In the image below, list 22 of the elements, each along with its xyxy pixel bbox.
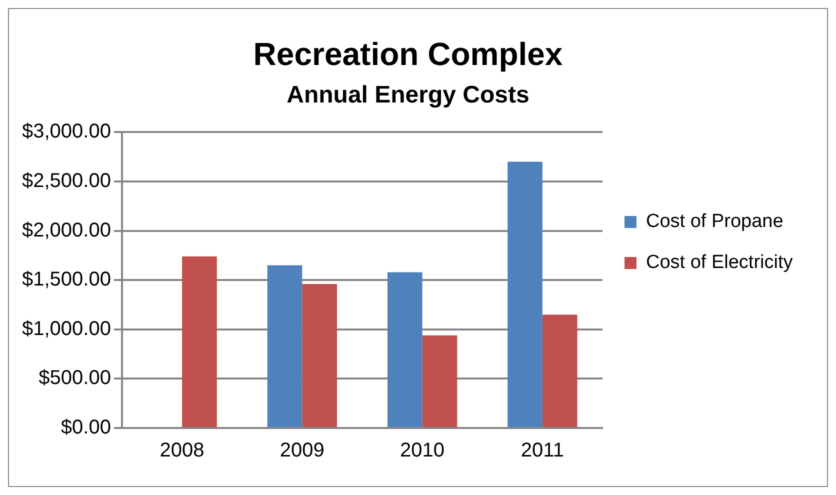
x-tick-label: 2011 bbox=[520, 440, 564, 462]
bar bbox=[182, 256, 217, 427]
y-tick-label: $1,500.00 bbox=[22, 268, 111, 291]
x-tick-label: 2009 bbox=[280, 440, 324, 462]
y-tick-label: $2,500.00 bbox=[22, 170, 111, 192]
bar bbox=[542, 314, 578, 427]
bar bbox=[387, 272, 422, 427]
legend-label: Cost of Electricity bbox=[646, 252, 794, 274]
chart-subtitle: Annual Energy Costs bbox=[286, 81, 530, 108]
y-tick-label: $1,000.00 bbox=[22, 318, 111, 340]
y-tick-label: $0.00 bbox=[60, 416, 111, 439]
bar bbox=[302, 284, 338, 427]
x-tick-label: 2010 bbox=[400, 440, 445, 462]
bar bbox=[508, 162, 542, 427]
bar bbox=[422, 335, 458, 427]
y-tick-label: $3,000.00 bbox=[22, 120, 111, 143]
y-tick-label: $500.00 bbox=[38, 367, 111, 390]
legend-label: Cost of Propane bbox=[646, 211, 784, 232]
chart-title: Recreation Complex bbox=[253, 36, 563, 72]
y-tick-label: $2,000.00 bbox=[22, 219, 111, 242]
bar bbox=[267, 265, 302, 427]
x-tick-label: 2008 bbox=[160, 440, 204, 462]
